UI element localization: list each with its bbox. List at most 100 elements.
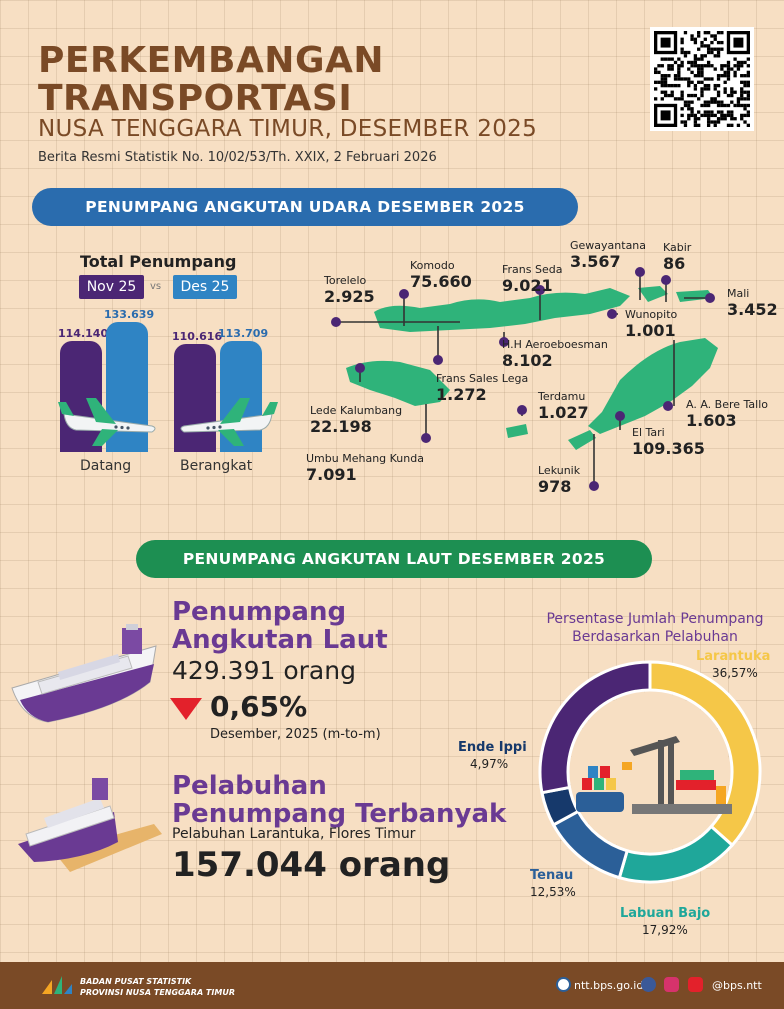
island-flores [374,288,630,332]
airport-name: Wunopito [625,308,678,321]
airport-label: Terdamu 1.027 [538,390,589,422]
sea-title-line-1: Penumpang [172,597,347,627]
donut-slice-other [538,660,652,795]
airport-passengers: 7.091 [306,465,357,484]
donut-label-percent: 36,57% [712,666,758,680]
airport-label: Frans Sales Lega 1.272 [436,372,528,404]
island-alor-2 [676,290,714,302]
airport-label: Frans Seda 9.021 [502,263,562,295]
airport-name: Gewayantana [570,239,647,252]
sea-passenger-title: Penumpang Angkutan Laut [172,598,388,654]
airport-passengers: 1.001 [625,321,676,340]
airport-name: A. A. Bere Tallo [686,398,768,411]
donut-label-name: Larantuka [696,649,771,664]
facebook-icon[interactable] [641,977,656,996]
airport-passengers: 3.452 [727,300,778,319]
decrease-arrow-icon [170,698,202,720]
airport-label: El Tari 109.365 [632,426,705,458]
donut-label-name: Labuan Bajo [620,906,711,921]
footer-org-line-2: PROVINSI NUSA TENGGARA TIMUR [80,988,235,997]
title-line-2: TRANSPORTASI [38,78,353,119]
airport-label: Mali 3.452 [727,287,778,319]
airport-name: Torelelo [324,274,367,287]
donut-label-name: Tenau [530,868,574,883]
airport-name: Terdamu [538,390,586,403]
island-rote [568,430,596,450]
sea-section-banner: PENUMPANG ANGKUTAN LAUT DESEMBER 2025 [136,540,652,578]
airport-passengers: 2.925 [324,287,375,306]
bar-category-label: Berangkat [180,458,253,474]
bar-nov-datang [60,341,102,452]
island-sumba [346,360,450,406]
donut-label-percent: 12,53% [530,885,576,899]
airport-passengers: 1.027 [538,403,589,422]
airport-passengers: 1.603 [686,411,737,430]
port-title-line-1: Pelabuhan [172,771,327,801]
airport-label: Komodo 75.660 [410,259,472,291]
instagram-icon[interactable] [664,977,679,996]
footer-organization: BADAN PUSAT STATISTIK PROVINSI NUSA TENG… [80,976,235,998]
ntt-map [300,230,784,500]
airport-passengers: 9.021 [502,276,553,295]
sea-change-percent: 0,65% [210,690,308,723]
airport-passengers: 1.272 [436,385,487,404]
airport-label: Wunopito 1.001 [625,308,677,340]
airport-label: Gewayantana 3.567 [570,239,646,271]
airport-label: Lekunik 978 [538,464,580,496]
top-port-count: 157.044 orang [172,845,451,885]
sea-passenger-count: 429.391 orang [172,656,356,685]
ferry-ship-icon [18,778,162,872]
bar-category-label: Datang [80,458,132,474]
airport-name: Mali [727,287,750,300]
title-region: NUSA TENGGARA TIMUR, DESEMBER 2025 [38,116,538,142]
top-port-name: Pelabuhan Larantuka, Flores Timur [172,826,416,842]
sea-title-line-2: Angkutan Laut [172,625,388,655]
total-passenger-label: Total Penumpang [80,252,237,271]
airport-name: Komodo [410,259,455,272]
bar-value-label: 113.709 [218,327,269,340]
donut-label-percent: 4,97% [470,757,509,771]
airport-name: Kabir [663,241,692,254]
island-sabu [506,424,528,438]
airport-label: A. A. Bere Tallo 1.603 [686,398,768,430]
airport-name: El Tari [632,426,665,439]
globe-icon [556,977,571,996]
airport-label: Umbu Mehang Kunda 7.091 [306,452,424,484]
qr-code-pattern [654,31,750,127]
legend-nov: Nov 25 [79,275,144,299]
bar-value-label: 133.639 [104,308,155,321]
airport-passengers: 3.567 [570,252,621,271]
donut-title: Persentase Jumlah Penumpang Berdasarkan … [520,610,784,646]
island-alor [638,286,668,302]
airport-label: Torelelo 2.925 [324,274,375,306]
footer-social-handle[interactable]: @bps.ntt [712,979,762,992]
bar-value-label: 110.616 [172,330,223,343]
footer-website-link[interactable]: ntt.bps.go.id [574,979,644,992]
footer-org-line-1: BADAN PUSAT STATISTIK [80,977,192,986]
airport-name: Umbu Mehang Kunda [306,452,424,465]
page-title: PERKEMBANGAN TRANSPORTASI [38,42,384,118]
top-port-title: Pelabuhan Penumpang Terbanyak [172,772,506,828]
donut-title-line-1: Persentase Jumlah Penumpang [546,611,764,627]
airport-name: Frans Seda [502,263,563,276]
airport-passengers: 8.102 [502,351,553,370]
port-title-line-2: Penumpang Terbanyak [172,799,507,829]
island-timor [588,338,718,434]
port-crane-icon [576,736,732,814]
airport-name: Lekunik [538,464,581,477]
qr-code[interactable] [650,27,754,131]
youtube-icon[interactable] [688,977,703,996]
donut-label-percent: 17,92% [642,923,688,937]
airport-passengers: 109.365 [632,439,705,458]
air-section-banner: PENUMPANG ANGKUTAN UDARA DESEMBER 2025 [32,188,578,226]
airport-passengers: 978 [538,477,572,496]
bps-logo-icon [42,976,72,994]
airport-passengers: 22.198 [310,417,372,436]
airplane-icon [180,398,278,446]
airport-passengers: 75.660 [410,272,472,291]
donut-label-name: Ende Ippi [458,740,527,755]
title-line-1: PERKEMBANGAN [38,40,384,81]
sea-change-period: Desember, 2025 (m-to-m) [210,727,381,742]
legend-des: Des 25 [173,275,237,299]
cruise-ship-icon [11,624,157,723]
